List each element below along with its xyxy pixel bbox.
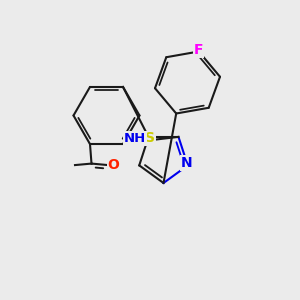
Text: F: F [194, 43, 203, 57]
Text: N: N [180, 156, 192, 170]
Text: O: O [107, 158, 119, 172]
Text: S: S [145, 131, 155, 146]
Text: NH: NH [124, 132, 146, 145]
